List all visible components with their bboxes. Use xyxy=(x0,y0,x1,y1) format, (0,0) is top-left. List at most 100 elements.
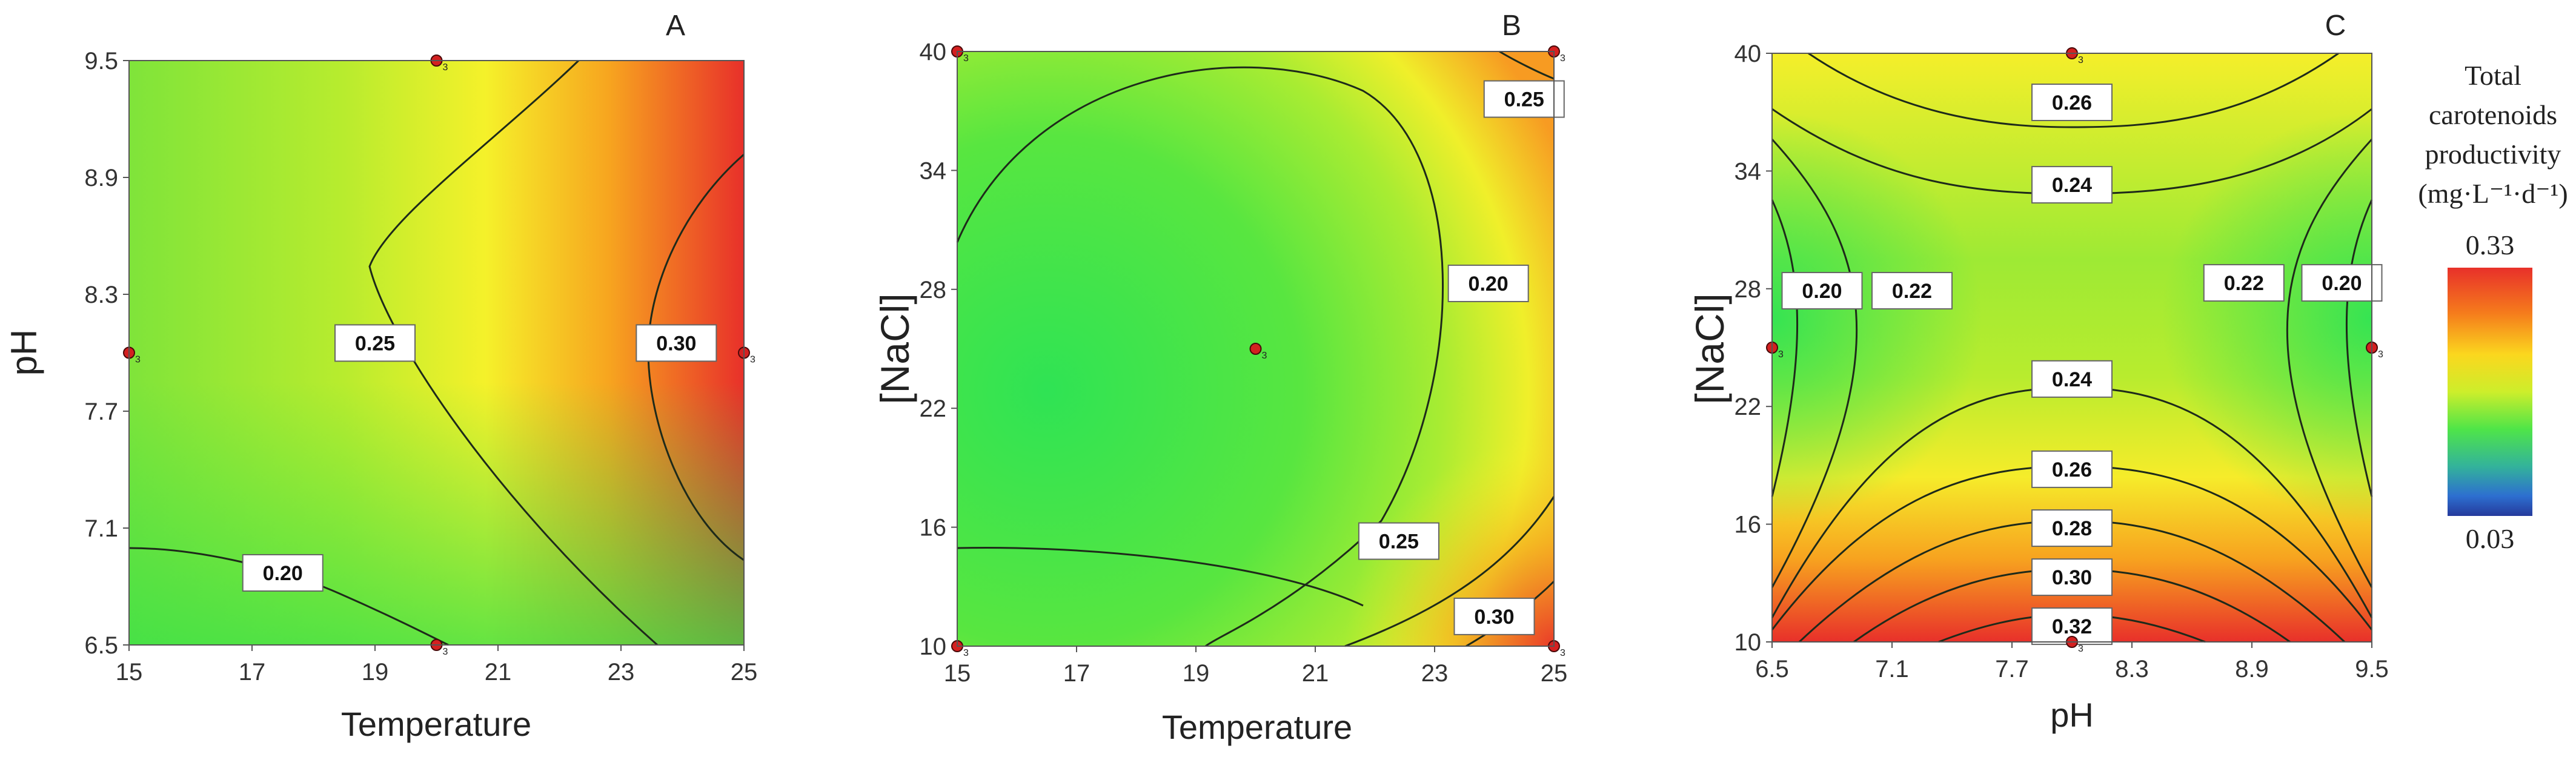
x-tick-label-c-5: 9.5 xyxy=(2355,656,2389,682)
contour-label-box-c-5 xyxy=(2301,264,2383,302)
y-tick-label-c-3: 28 xyxy=(1734,276,1762,303)
x-tick-label-c-1: 7.1 xyxy=(1875,656,1909,682)
design-point-count-a-1: 3 xyxy=(443,62,448,73)
design-point-count-c-3: 3 xyxy=(2078,644,2083,654)
y-tick-label-b-2: 22 xyxy=(920,395,947,422)
contour-labels-a: 0.25 0.30 0.20 xyxy=(242,324,717,592)
contour-label-c-4: 0.22 xyxy=(2224,272,2264,295)
x-axis-title-a: Temperature xyxy=(341,705,531,743)
y-tick-label-b-1: 16 xyxy=(920,515,947,541)
contour-label-box-b-0 xyxy=(1483,80,1565,118)
design-point-count-c-0: 3 xyxy=(2078,55,2083,65)
x-tick-label-c-3: 8.3 xyxy=(2115,656,2149,682)
x-axis-title-b: Temperature xyxy=(1162,708,1352,746)
y-tick-label-a-4: 8.9 xyxy=(84,165,118,191)
legend-color-bar xyxy=(2448,268,2532,516)
contour-label-c-9: 0.30 xyxy=(2052,566,2092,589)
contour-label-a-0: 0.25 xyxy=(355,332,395,355)
contour-label-b-1: 0.20 xyxy=(1469,273,1509,296)
color-legend: Total carotenoids productivity (mg·L⁻¹·d… xyxy=(2418,60,2568,554)
x-axis-title-c: pH xyxy=(2050,696,2094,734)
x-tick-label-b-5: 25 xyxy=(1541,660,1568,687)
contour-label-box-c-9 xyxy=(2031,558,2113,596)
contour-label-c-6: 0.24 xyxy=(2052,368,2092,391)
panel-b: 15 17 19 21 23 25 10 16 22 28 34 40 0.25 0.20 0.25 0.3… xyxy=(872,10,1567,746)
plot-frame-c xyxy=(1771,53,2372,643)
legend-max-label: 0.33 xyxy=(2466,230,2515,260)
design-point-count-a-0: 3 xyxy=(135,355,141,365)
contour-label-box-c-6 xyxy=(2031,360,2113,398)
design-point-count-b-3: 3 xyxy=(963,648,969,658)
contour-labels-c: 0.26 0.24 0.20 0.22 0.22 0.20 0.24 0.26 0.28 0.30… xyxy=(1781,84,2383,646)
contour-label-box-c-2 xyxy=(1781,272,1863,310)
y-tick-label-a-5: 9.5 xyxy=(84,48,118,74)
contour-label-c-10: 0.32 xyxy=(2052,615,2092,638)
x-tick-label-a-4: 23 xyxy=(608,659,635,686)
design-point-count-b-0: 3 xyxy=(963,53,969,64)
x-tick-label-b-2: 19 xyxy=(1183,660,1210,687)
legend-title-line-1: Total xyxy=(2465,60,2521,91)
y-tick-label-b-5: 40 xyxy=(920,39,947,65)
contour-label-c-0: 0.26 xyxy=(2052,91,2092,114)
contour-label-box-c-4 xyxy=(2203,264,2285,302)
axis-ticks-a: 15 17 19 21 23 25 6.5 7.1 7.7 8.3 8.9 9.5 xyxy=(84,48,757,686)
x-tick-label-b-3: 21 xyxy=(1302,660,1329,687)
contour-label-box-b-1 xyxy=(1447,264,1529,302)
panel-label-a: A xyxy=(666,10,685,42)
design-point-count-b-4: 3 xyxy=(1560,648,1565,658)
contour-label-a-2: 0.20 xyxy=(263,562,303,585)
contour-label-a-1: 0.30 xyxy=(656,332,696,355)
y-tick-label-a-1: 7.1 xyxy=(84,515,118,542)
legend-min-label: 0.03 xyxy=(2466,523,2515,554)
design-point-count-c-2: 3 xyxy=(2378,349,2383,360)
contour-labels-b: 0.25 0.20 0.25 0.30 xyxy=(1358,80,1565,635)
design-point-b-2 xyxy=(1249,343,1262,355)
contour-label-box-a-2 xyxy=(242,553,324,592)
contour-label-c-3: 0.22 xyxy=(1892,280,1932,303)
contour-label-c-5: 0.20 xyxy=(2322,272,2362,295)
y-tick-label-a-2: 7.7 xyxy=(84,398,118,425)
x-tick-label-a-5: 25 xyxy=(731,659,758,686)
y-tick-label-a-0: 6.5 xyxy=(84,632,118,659)
x-tick-label-a-3: 21 xyxy=(485,659,512,686)
design-point-count-a-3: 3 xyxy=(750,355,755,365)
contour-label-b-2: 0.25 xyxy=(1379,530,1419,553)
x-tick-label-a-0: 15 xyxy=(116,659,143,686)
axis-ticks-c: 6.5 7.1 7.7 8.3 8.9 9.5 10 16 22 28 34 40 xyxy=(1734,41,2389,682)
contour-label-box-b-2 xyxy=(1358,522,1439,560)
design-point-count-b-2: 3 xyxy=(1262,351,1267,361)
contour-label-c-7: 0.26 xyxy=(2052,458,2092,481)
contour-label-box-a-0 xyxy=(334,324,416,362)
y-tick-label-c-1: 16 xyxy=(1734,512,1762,538)
contour-label-c-1: 0.24 xyxy=(2052,174,2092,197)
legend-title-line-2: carotenoids xyxy=(2429,99,2557,130)
y-tick-label-c-4: 34 xyxy=(1734,158,1762,185)
design-point-count-c-1: 3 xyxy=(1778,349,1784,360)
contour-label-c-8: 0.28 xyxy=(2052,517,2092,540)
x-tick-label-c-4: 8.9 xyxy=(2235,656,2269,682)
panel-label-b: B xyxy=(1502,10,1521,42)
legend-title-line-3: productivity xyxy=(2425,139,2561,170)
contour-label-box-a-1 xyxy=(636,324,717,362)
y-tick-label-c-5: 40 xyxy=(1734,41,1762,67)
plot-frame-b xyxy=(957,51,1555,647)
x-tick-label-b-1: 17 xyxy=(1063,660,1090,687)
contour-label-box-c-7 xyxy=(2031,450,2113,488)
plot-frame-a xyxy=(128,60,745,646)
contour-label-b-0: 0.25 xyxy=(1504,88,1544,111)
contour-label-box-b-3 xyxy=(1453,597,1535,635)
y-tick-label-c-0: 10 xyxy=(1734,629,1762,656)
y-axis-title-c: [NaCl] xyxy=(1687,293,1732,404)
panel-label-c: C xyxy=(2325,10,2346,42)
y-tick-label-c-2: 22 xyxy=(1734,394,1762,420)
contour-label-box-c-8 xyxy=(2031,509,2113,547)
contour-label-box-c-1 xyxy=(2031,166,2113,204)
x-tick-label-b-4: 23 xyxy=(1421,660,1449,687)
contour-label-b-3: 0.30 xyxy=(1474,606,1514,629)
x-tick-label-c-0: 6.5 xyxy=(1755,656,1789,682)
contour-label-c-2: 0.20 xyxy=(1802,280,1842,303)
x-tick-label-c-2: 7.7 xyxy=(1995,656,2029,682)
panel-a: 15 17 19 21 23 256.57.17.78.38.99.5 0.25 0.300… xyxy=(4,10,757,743)
